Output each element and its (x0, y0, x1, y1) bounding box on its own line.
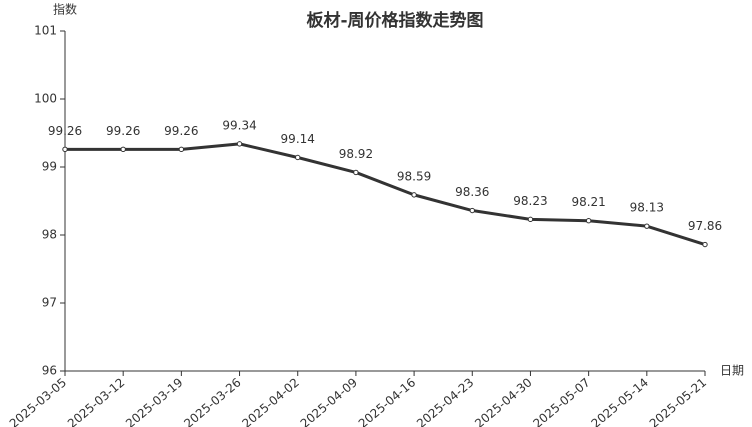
x-tick-label: 2025-05-21 (647, 375, 709, 427)
data-label: 98.21 (571, 195, 605, 209)
data-label: 99.26 (48, 124, 82, 138)
chart-title: 板材-周价格指数走势图 (306, 10, 483, 31)
point (702, 241, 708, 248)
data-label: 98.92 (339, 147, 373, 161)
data-label: 99.34 (222, 118, 256, 132)
x-axis-label: 日期 (720, 364, 744, 378)
point (178, 146, 185, 153)
line (65, 142, 706, 246)
point (236, 141, 243, 147)
point (295, 154, 301, 161)
data-label: 98.23 (513, 194, 547, 208)
x-tick-label: 2025-03-26 (181, 375, 243, 427)
y-tick-label: 98 (42, 228, 57, 242)
point (644, 223, 650, 229)
data-label: 98.36 (455, 185, 489, 199)
point (62, 146, 68, 153)
x-tick-label: 2025-04-23 (414, 375, 476, 427)
x-tick-label: 2025-04-09 (298, 375, 360, 427)
point (469, 207, 475, 214)
y-tick-label: 96 (42, 364, 57, 378)
y-tick-label: 101 (34, 24, 57, 38)
point (585, 218, 592, 224)
x-tick-label: 2025-03-19 (123, 375, 185, 427)
y-tick-label: 97 (42, 296, 57, 310)
y-tick-label: 99 (42, 160, 57, 174)
data-label: 97.86 (688, 219, 722, 233)
x-tick-label: 2025-03-05 (7, 375, 69, 427)
x-tick-label: 2025-04-02 (239, 375, 301, 427)
point (527, 216, 534, 223)
x-tick-label: 2025-05-14 (589, 375, 651, 427)
x-tick-label: 2025-03-12 (65, 375, 127, 427)
x-tick-label: 2025-05-07 (530, 375, 592, 427)
data-label: 98.13 (630, 201, 664, 215)
y-axis-label: 指数 (53, 2, 77, 17)
data-label: 99.14 (281, 132, 315, 146)
point (411, 192, 417, 198)
x-tick-label: 2025-04-30 (472, 375, 534, 427)
y-tick-label: 100 (34, 92, 57, 106)
x-tick-label: 2025-04-16 (356, 375, 418, 427)
data-label: 99.26 (106, 124, 140, 138)
data-label: 98.59 (397, 169, 431, 183)
point (120, 146, 126, 153)
data-label: 99.26 (164, 124, 198, 138)
point (353, 169, 359, 176)
